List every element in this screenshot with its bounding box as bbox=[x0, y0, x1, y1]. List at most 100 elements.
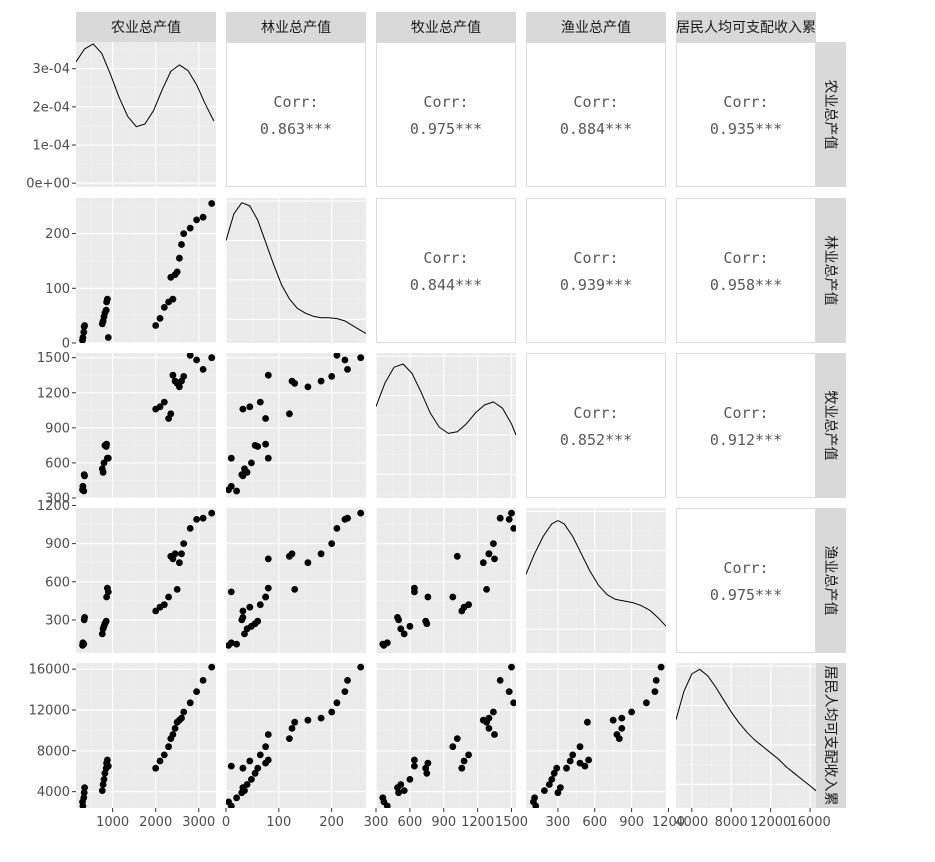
scatter-point bbox=[465, 751, 472, 759]
scatter-panel-r5-c3 bbox=[376, 663, 516, 808]
y-tick-label: 4000 bbox=[37, 785, 70, 800]
scatter-point bbox=[286, 735, 293, 742]
scatter-point bbox=[411, 756, 418, 764]
row-strip-2: 林业总产值 bbox=[816, 198, 846, 343]
scatter-point bbox=[264, 584, 272, 592]
row-strip-5: 居民人均可支配收入累 bbox=[816, 663, 846, 808]
y-tick-label: 8000 bbox=[37, 744, 70, 759]
scatter-point bbox=[449, 593, 457, 601]
x-axis-col-1: 1000 2000 3000 bbox=[96, 808, 215, 830]
panel-background bbox=[76, 663, 216, 808]
panel-frame bbox=[676, 42, 816, 187]
x-tick-label: 4000 bbox=[675, 815, 708, 830]
scatter-point bbox=[165, 743, 173, 751]
scatter-point bbox=[328, 373, 336, 380]
scatter-point bbox=[262, 440, 269, 448]
row-strip-label: 居民人均可支配收入累 bbox=[822, 666, 838, 806]
strip-background bbox=[676, 12, 816, 42]
column-strip-5: 居民人均可支配收入累 bbox=[676, 12, 816, 42]
row-strip-label: 牧业总产值 bbox=[822, 391, 838, 461]
scatter-point bbox=[80, 789, 88, 797]
y-axis-row-5: 4000 8000 12000 16000 bbox=[29, 663, 76, 800]
x-tick-label: 0 bbox=[222, 815, 230, 830]
scatter-point bbox=[227, 588, 235, 596]
scatter-point bbox=[291, 718, 299, 726]
scatter-point bbox=[80, 487, 88, 495]
scatter-point bbox=[453, 552, 461, 560]
scatter-point bbox=[576, 759, 584, 767]
strip-background bbox=[816, 198, 846, 343]
scatter-point bbox=[479, 559, 487, 567]
correlation-panel-r3-c5: Corr: 0.912*** bbox=[676, 353, 816, 498]
scatter-point bbox=[406, 622, 414, 630]
corr-label: Corr: bbox=[423, 93, 468, 111]
scatter-point bbox=[256, 601, 264, 609]
panel-frame bbox=[376, 42, 516, 187]
column-strip-label: 渔业总产值 bbox=[561, 20, 631, 36]
scatter-point bbox=[98, 630, 106, 638]
scatter-point bbox=[397, 625, 405, 633]
scatter-point bbox=[532, 802, 540, 808]
panel-background bbox=[376, 508, 516, 653]
scatter-point bbox=[262, 743, 269, 751]
y-tick-label: 900 bbox=[45, 421, 70, 436]
strip-background bbox=[226, 12, 366, 42]
row-strip-clip-group: 居民人均可支配收入累 bbox=[822, 666, 838, 806]
panel-frame bbox=[526, 353, 666, 498]
x-tick-label: 900 bbox=[431, 815, 456, 830]
panel-frame bbox=[526, 198, 666, 343]
scatter-point bbox=[176, 383, 183, 391]
scatter-point bbox=[81, 614, 88, 621]
scatter-point bbox=[208, 354, 216, 362]
scatter-point bbox=[584, 718, 591, 726]
scatter-point bbox=[193, 216, 201, 224]
scatter-point bbox=[657, 663, 665, 671]
scatter-point bbox=[264, 756, 272, 764]
correlation-panel-r3-c4: Corr: 0.852*** bbox=[526, 353, 666, 498]
scatter-point bbox=[227, 454, 235, 462]
scatter-point bbox=[80, 328, 88, 336]
scatter-point bbox=[483, 586, 490, 593]
scatter-point bbox=[100, 459, 108, 467]
x-axis-col-2: 0 100 200 bbox=[222, 808, 344, 830]
scatter-point bbox=[160, 751, 168, 759]
corr-label: Corr: bbox=[723, 559, 768, 577]
scatter-point bbox=[341, 688, 349, 695]
density-curve bbox=[76, 43, 215, 128]
scatter-point bbox=[239, 405, 247, 413]
density-curve bbox=[526, 520, 666, 627]
scatter-point bbox=[254, 443, 262, 450]
corr-value: 0.939*** bbox=[560, 276, 632, 294]
scatter-point bbox=[406, 776, 414, 783]
scatter-point bbox=[411, 762, 418, 770]
column-strip-label: 农业总产值 bbox=[111, 20, 181, 36]
scatter-point bbox=[239, 607, 247, 615]
y-tick-label: 16000 bbox=[29, 663, 70, 678]
scatter-point bbox=[160, 601, 168, 609]
x-tick-label: 3000 bbox=[182, 815, 215, 830]
strip-background bbox=[816, 508, 846, 653]
corr-label: Corr: bbox=[573, 404, 618, 422]
y-tick-label: 1500 bbox=[37, 351, 70, 366]
y-axis-row-1: 0e+00 1e-04 2e-04 3e-04 bbox=[26, 62, 76, 192]
y-tick-label: 0 bbox=[62, 337, 70, 352]
scatter-point bbox=[176, 254, 183, 262]
scatter-point bbox=[264, 371, 272, 379]
corr-value: 0.975*** bbox=[710, 586, 782, 604]
scatter-point bbox=[264, 454, 272, 462]
scatter-points bbox=[79, 353, 216, 495]
column-strip-label: 林业总产值 bbox=[261, 20, 331, 36]
correlation-panel-r1-c2: Corr: 0.863*** bbox=[226, 42, 366, 187]
corr-label: Corr: bbox=[723, 249, 768, 267]
scatter-point bbox=[239, 764, 247, 772]
scatter-point bbox=[227, 639, 235, 647]
scatter-point bbox=[510, 699, 516, 707]
density-panel-3 bbox=[376, 353, 516, 498]
scatter-point bbox=[227, 482, 235, 490]
scatter-points bbox=[79, 509, 216, 649]
scatter-point bbox=[304, 383, 312, 391]
strip-background bbox=[526, 12, 666, 42]
scatter-point bbox=[333, 699, 341, 707]
density-panel-4 bbox=[526, 508, 666, 653]
scatter-point bbox=[397, 781, 405, 788]
